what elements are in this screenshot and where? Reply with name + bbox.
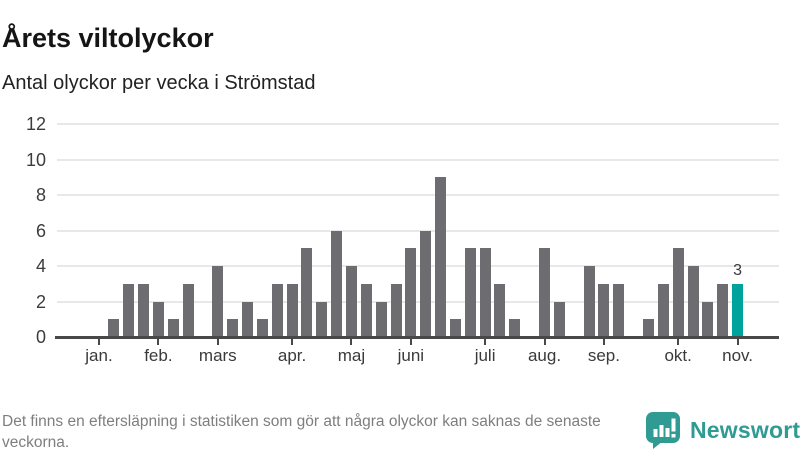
month-label: okt.: [664, 346, 692, 365]
page-title: Årets viltolyckor: [2, 23, 214, 54]
bar: [331, 230, 343, 337]
bar: [583, 266, 595, 337]
bar: [702, 301, 714, 337]
bar: [123, 283, 135, 337]
bar: [687, 266, 699, 337]
grid-line: [57, 229, 779, 232]
month-tick: [677, 339, 680, 345]
newsworthy-logo-icon: [646, 411, 680, 449]
bar: [539, 248, 550, 337]
month-label: mars: [198, 346, 237, 365]
bar: [138, 283, 150, 337]
month-tick: [157, 339, 160, 345]
bar: [435, 177, 447, 337]
bar-value-label: 3: [733, 261, 742, 279]
month-tick: [484, 339, 487, 345]
chart-subtitle: Antal olyckor per vecka i Strömstad: [2, 72, 316, 94]
y-tick-label: 8: [35, 185, 46, 205]
bar: [672, 248, 684, 337]
month-label: nov.: [722, 346, 753, 365]
bar: [256, 319, 268, 337]
bar: [212, 266, 224, 337]
bar: [479, 248, 491, 337]
month-label: maj: [337, 346, 366, 365]
bar: [286, 283, 298, 337]
month-tick: [291, 339, 294, 345]
bar: [227, 319, 239, 337]
y-tick-label: 2: [35, 291, 46, 312]
month-label: feb.: [144, 346, 173, 365]
bar: [167, 319, 179, 337]
brand-name: Newsworthy: [690, 416, 800, 443]
y-tick-label: 4: [35, 256, 46, 276]
bar: [301, 248, 313, 337]
bar: [449, 319, 461, 337]
month-tick: [543, 339, 546, 345]
month-label: sep.: [587, 346, 620, 365]
month-label: aug.: [527, 346, 562, 365]
month-label: juni: [397, 346, 425, 365]
bar: [345, 266, 357, 337]
month-tick: [216, 339, 219, 345]
grid-line: [57, 194, 779, 196]
bar: [271, 283, 283, 337]
bar: [509, 319, 521, 337]
bar: [598, 283, 610, 337]
bar: [613, 283, 625, 337]
month-label: apr.: [277, 346, 307, 365]
month-tick: [409, 339, 412, 345]
bar-chart: 0 2 4 6 8 10 12 3 jan. feb. mars apr. maj juni juli aug…: [25, 114, 779, 365]
y-tick-label: 0: [35, 327, 46, 347]
newsworthy-brand: Newsworthy: [645, 410, 800, 450]
bar: [553, 301, 565, 337]
bar: [182, 283, 194, 337]
grid-line: [57, 158, 779, 161]
y-tick-label: 6: [35, 220, 46, 241]
bar: [494, 283, 506, 337]
month-tick: [602, 339, 605, 345]
bar: [108, 319, 120, 337]
bar: [717, 283, 729, 337]
footer-note: Det finns en eftersläpning i statistiken…: [2, 413, 601, 451]
grid-line: [57, 123, 779, 125]
y-tick-label: 12: [25, 114, 46, 134]
y-tick-label: 10: [25, 149, 46, 170]
bar: [242, 301, 253, 337]
bar: [390, 283, 402, 337]
bar: [375, 301, 387, 337]
grid-line: [57, 300, 779, 303]
bar: [420, 230, 432, 337]
bar: [464, 248, 476, 337]
month-tick: [350, 339, 353, 345]
bar: [316, 301, 328, 337]
bar: [657, 283, 669, 337]
bar: [642, 319, 654, 337]
month-label: jan.: [85, 346, 113, 365]
highlighted-bar: [732, 283, 744, 337]
x-axis-line: [55, 336, 779, 339]
bar: [152, 301, 164, 337]
month-label: juli: [474, 346, 496, 365]
bar: [405, 248, 417, 337]
grid-line: [57, 265, 779, 267]
month-tick: [736, 339, 739, 345]
bar: [360, 283, 372, 337]
month-tick: [98, 339, 100, 345]
